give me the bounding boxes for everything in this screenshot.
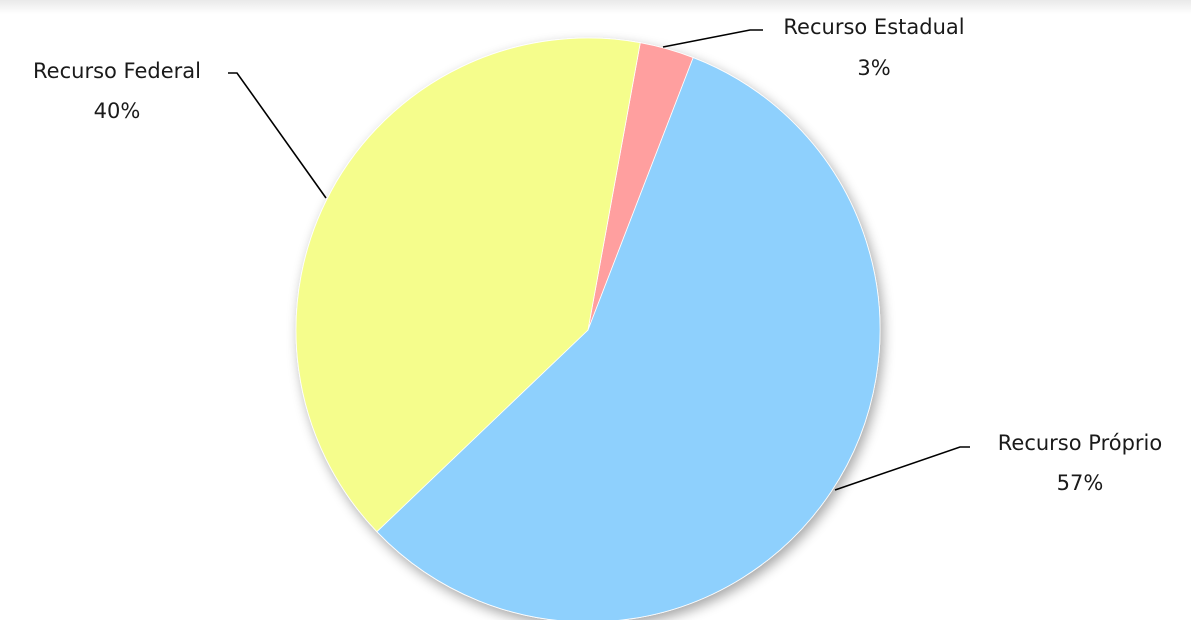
slice-percent-recurso-proprio: 57%	[1057, 471, 1104, 495]
pie-slice-recurso-federal	[295, 37, 641, 533]
slice-label-recurso-federal: Recurso Federal	[33, 59, 201, 83]
leader-line-recurso-estadual	[662, 29, 763, 48]
pie-slices	[295, 37, 881, 620]
slice-label-recurso-estadual: Recurso Estadual	[783, 15, 964, 39]
pie-slice-recurso-proprio	[376, 57, 881, 620]
slice-percent-recurso-federal: 40%	[94, 99, 141, 123]
leader-line-recurso-federal	[228, 72, 327, 199]
leader-line-recurso-proprio	[834, 446, 970, 491]
slice-percent-recurso-estadual: 3%	[857, 56, 890, 80]
slice-label-recurso-proprio: Recurso Próprio	[998, 431, 1162, 455]
